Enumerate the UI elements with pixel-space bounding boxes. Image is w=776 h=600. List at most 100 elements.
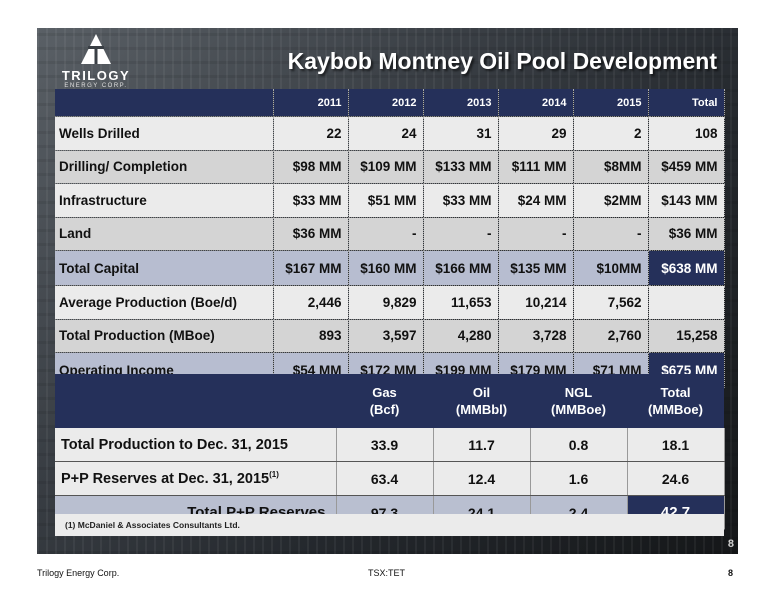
total-cell: $638 MM [648,250,725,286]
table-row-total-capital: Total Capital $167 MM $160 MM $166 MM $1… [55,250,725,286]
row-label: Infrastructure [55,183,274,218]
table-cell: $459 MM [648,150,725,184]
table-cell: - [423,217,499,251]
table-cell: 33.9 [336,428,434,462]
header-line: Total [660,385,691,400]
table-cell: 29 [498,116,574,151]
table-cell: 24 [348,116,424,151]
row-label: P+P Reserves at Dec. 31, 2015(1) [55,461,337,496]
reserves-table: Gas (Bcf) Oil (MMBbl) NGL (MMBoe) Total (MMB… [55,374,725,530]
row-label: Average Production (Boe/d) [55,285,274,320]
table-cell: 11.7 [433,428,531,462]
row-label: Total Capital [55,250,274,286]
header-cell [55,374,336,428]
table-row: Total Production to Dec. 31, 2015 33.9 1… [55,428,725,462]
table-cell: $135 MM [498,250,574,286]
table-row: Drilling/ Completion $98 MM $109 MM $133… [55,150,725,184]
header-cell: 2015 [573,89,649,117]
table-cell: $133 MM [423,150,499,184]
table-cell: $109 MM [348,150,424,184]
logo: TRILOGY ENERGY CORP. [51,32,141,92]
table-cell: $167 MM [273,250,349,286]
table-cell: $98 MM [273,150,349,184]
footer-company: Trilogy Energy Corp. [37,568,120,578]
table-cell: $143 MM [648,183,725,218]
table-cell: - [348,217,424,251]
table-cell: $10MM [573,250,649,286]
slide-title: Kaybob Montney Oil Pool Development [287,48,717,74]
table-cell: $33 MM [273,183,349,218]
table-row: Average Production (Boe/d) 2,446 9,829 1… [55,285,725,320]
table-row: Infrastructure $33 MM $51 MM $33 MM $24 … [55,183,725,218]
logo-name: TRILOGY [61,68,131,83]
table-cell: 22 [273,116,349,151]
row-label: Drilling/ Completion [55,150,274,184]
table-cell: - [498,217,574,251]
row-label: Total Production (MBoe) [55,319,274,353]
table-cell: $36 MM [273,217,349,251]
footer-page-number: 8 [728,568,734,578]
slide: TRILOGY ENERGY CORP. Kaybob Montney Oil … [37,28,738,554]
table-cell: 3,597 [348,319,424,353]
table-cell: 893 [273,319,349,353]
table-cell: 108 [648,116,725,151]
triangle-logo-icon [81,34,111,64]
header-cell: NGL (MMBoe) [530,374,627,428]
table-row: Wells Drilled 22 24 31 29 2 108 [55,116,725,151]
table-cell: 18.1 [627,428,725,462]
header-cell: Total [648,89,725,117]
row-label-text: P+P Reserves at Dec. 31, 2015 [61,470,270,487]
table-cell: 15,258 [648,319,725,353]
header-line: (Bcf) [369,402,400,417]
table-cell: 2,446 [273,285,349,320]
table-cell: 9,829 [348,285,424,320]
table-cell: - [573,217,649,251]
table-cell: 0.8 [530,428,628,462]
header-line: Oil [472,385,491,400]
table-cell: 31 [423,116,499,151]
table-header-row: 2011 2012 2013 2014 2015 Total [55,89,725,117]
header-cell: 2014 [498,89,574,117]
header-line: Gas [372,385,397,400]
reserves-header-row: Gas (Bcf) Oil (MMBbl) NGL (MMBoe) Total (MMB… [55,374,724,428]
header-line: NGL [564,385,593,400]
header-line: (MMBoe) [648,402,703,417]
row-label: Wells Drilled [55,116,274,151]
header-cell: 2013 [423,89,499,117]
header-cell [55,89,274,117]
table-cell: $166 MM [423,250,499,286]
table-cell: 7,562 [573,285,649,320]
header-line: (MMBoe) [551,402,606,417]
development-table: 2011 2012 2013 2014 2015 Total Wells Dri… [55,89,725,388]
table-cell: $24 MM [498,183,574,218]
header-cell: Oil (MMBbl) [433,374,530,428]
logo-subtitle: ENERGY CORP. [64,83,128,89]
row-label: Land [55,217,274,251]
table-cell: $36 MM [648,217,725,251]
table-cell: 3,728 [498,319,574,353]
header-cell: 2011 [273,89,349,117]
table-row: Land $36 MM - - - - $36 MM [55,217,725,251]
table-cell: $8MM [573,150,649,184]
slide-page-number: 8 [727,538,734,550]
row-label: Total Production to Dec. 31, 2015 [55,428,337,462]
table-cell: 2 [573,116,649,151]
table-cell: 12.4 [433,461,531,496]
table-cell: 63.4 [336,461,434,496]
table-row: P+P Reserves at Dec. 31, 2015(1) 63.4 12… [55,461,725,496]
table-cell: $51 MM [348,183,424,218]
table-cell: $111 MM [498,150,574,184]
header-cell: Total (MMBoe) [627,374,724,428]
table-cell: 11,653 [423,285,499,320]
table-cell: $2MM [573,183,649,218]
table-cell: $160 MM [348,250,424,286]
header-line: (MMBbl) [455,402,508,417]
table-cell: 2,760 [573,319,649,353]
table-cell: 4,280 [423,319,499,353]
header-cell: 2012 [348,89,424,117]
table-cell: 10,214 [498,285,574,320]
table-row: Total Production (MBoe) 893 3,597 4,280 … [55,319,725,353]
header-cell: Gas (Bcf) [336,374,433,428]
table-cell: 1.6 [530,461,628,496]
footnote: (1) McDaniel & Associates Consultants Lt… [55,514,724,536]
